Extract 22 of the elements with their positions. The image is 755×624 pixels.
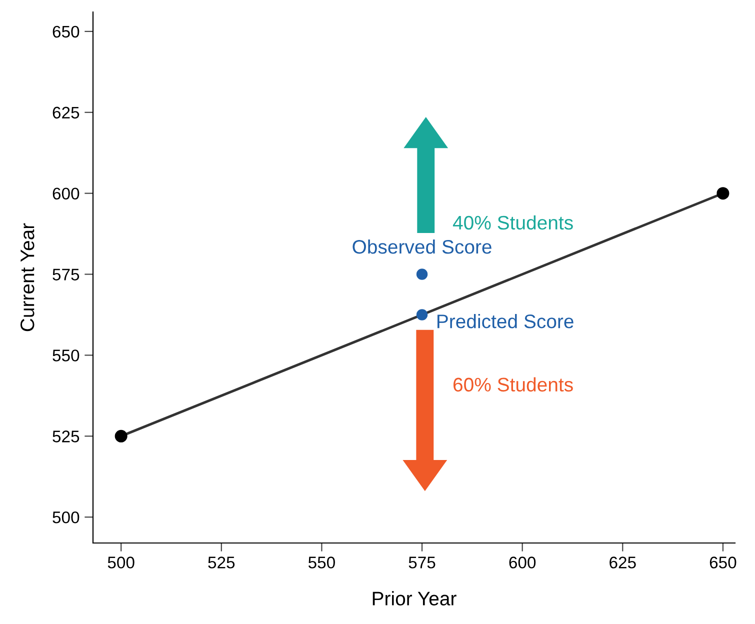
annotation: 60% Students (454, 377, 573, 392)
x-tick-label: 650 (710, 556, 736, 568)
y-tick-label: 500 (52, 512, 80, 524)
y-tick-label: 525 (52, 430, 80, 442)
y-tick-label: 600 (52, 188, 80, 200)
y-tick-label: 575 (52, 268, 80, 280)
y-axis-title: Current Year (20, 223, 34, 332)
point (416, 268, 428, 280)
x-tick-label: 625 (610, 556, 636, 568)
annotation: Predicted Score (438, 314, 574, 328)
annotation: 40% Students (452, 215, 573, 230)
x-tick-label: 600 (509, 556, 536, 568)
x-tick-label: 575 (408, 556, 436, 568)
y-tick-label: 625 (52, 106, 80, 119)
point (416, 309, 428, 320)
y-tick-label: 650 (52, 26, 80, 38)
y-tick-label: 550 (52, 350, 80, 362)
x-axis-title: Prior Year (372, 591, 456, 606)
x-tick-label: 525 (208, 556, 235, 568)
annotation: Observed Score (352, 239, 492, 254)
x-tick-label: 500 (108, 556, 134, 568)
x-tick-label: 550 (308, 556, 335, 568)
